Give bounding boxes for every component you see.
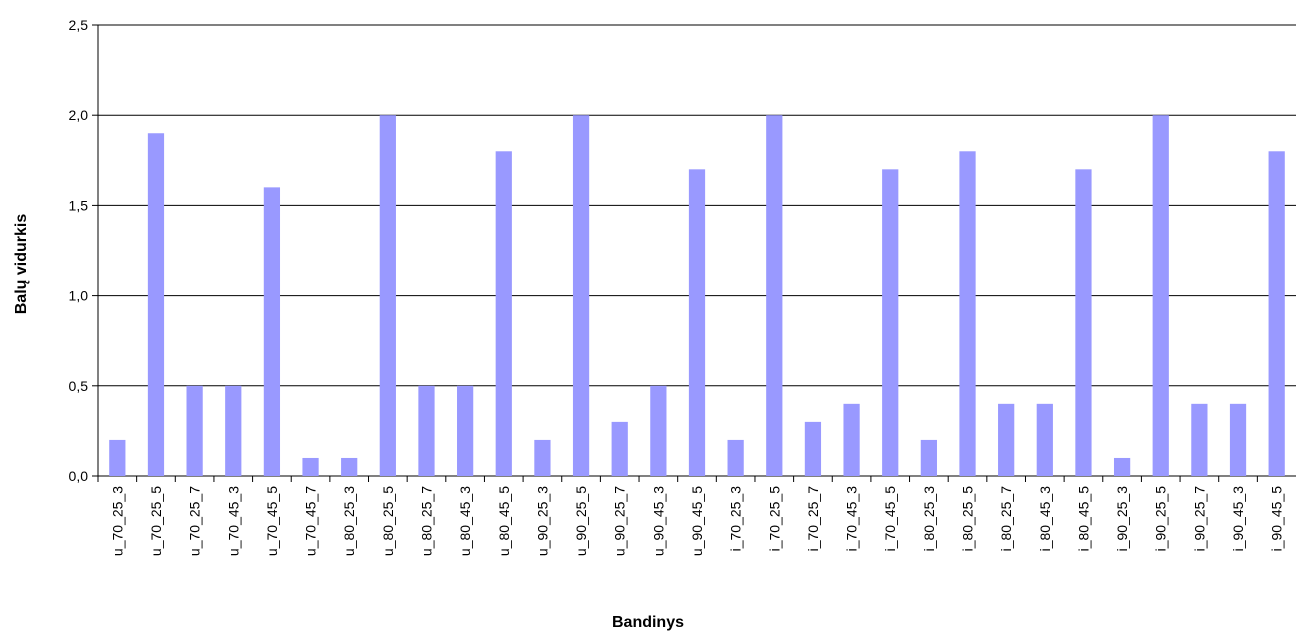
x-tick-label: i_90_25_7 xyxy=(1191,486,1207,552)
bar xyxy=(959,151,976,476)
x-tick-label: u_80_25_5 xyxy=(380,486,396,556)
bar xyxy=(109,439,126,476)
y-tick-label: 0,5 xyxy=(69,378,89,394)
bar xyxy=(495,151,512,476)
x-tick-label: u_70_25_5 xyxy=(148,486,164,556)
x-tick-label: i_80_45_3 xyxy=(1037,486,1053,552)
x-tick-label: u_90_45_3 xyxy=(650,486,666,556)
bar xyxy=(341,457,358,476)
bar xyxy=(804,421,822,476)
bar xyxy=(1113,457,1131,476)
x-tick-label: u_80_25_3 xyxy=(341,486,357,556)
y-axis-title-wrap: Balų vidurkis xyxy=(8,114,36,414)
x-tick-label: i_70_25_5 xyxy=(766,486,782,552)
bar xyxy=(766,115,783,476)
bar xyxy=(572,115,590,476)
bar xyxy=(650,385,667,476)
bar xyxy=(418,385,435,476)
bar xyxy=(186,385,203,476)
bar xyxy=(263,187,281,477)
bar xyxy=(1036,403,1053,476)
x-tick-label: i_90_45_5 xyxy=(1269,486,1285,552)
y-tick-label: 2,5 xyxy=(69,17,89,33)
bar xyxy=(147,133,165,477)
bar xyxy=(727,439,744,476)
bar xyxy=(534,439,551,476)
x-tick-label: i_90_25_5 xyxy=(1153,486,1169,552)
bar xyxy=(611,421,628,476)
x-tick-label: u_70_45_7 xyxy=(303,486,319,556)
x-tick-label: u_70_25_3 xyxy=(109,486,125,556)
x-tick-label: u_80_25_7 xyxy=(418,486,434,556)
x-tick-label: i_70_45_5 xyxy=(882,486,898,552)
x-tick-label: u_90_25_3 xyxy=(534,486,550,556)
x-tick-label: i_80_25_3 xyxy=(921,486,937,552)
bar xyxy=(882,169,899,476)
bar xyxy=(920,439,937,476)
bar xyxy=(379,115,396,476)
x-tick-label: u_80_45_5 xyxy=(496,486,512,556)
x-tick-label: u_70_45_3 xyxy=(225,486,241,556)
x-tick-label: i_80_25_7 xyxy=(998,486,1014,552)
bar xyxy=(1229,403,1247,476)
x-tick-label: u_80_45_3 xyxy=(457,486,473,556)
y-tick-label: 1,5 xyxy=(69,197,89,213)
x-tick-label: i_90_25_3 xyxy=(1114,486,1130,552)
y-tick-label: 1,0 xyxy=(69,288,89,304)
x-tick-label: i_80_25_5 xyxy=(960,486,976,552)
bar xyxy=(302,457,319,476)
y-tick-label: 2,0 xyxy=(69,107,89,123)
x-tick-label: i_70_45_3 xyxy=(844,486,860,552)
bar xyxy=(1075,169,1092,476)
y-tick-label: 0,0 xyxy=(69,468,89,484)
bar xyxy=(843,403,860,476)
x-axis-title: Bandinys xyxy=(611,614,684,631)
y-axis-title: Balų vidurkis xyxy=(13,213,30,315)
bar xyxy=(688,169,706,476)
x-tick-label: i_70_25_7 xyxy=(805,486,821,552)
bar xyxy=(1268,151,1285,476)
bar xyxy=(998,403,1015,476)
bar xyxy=(1152,115,1169,476)
bar xyxy=(225,385,242,476)
x-tick-label: i_90_45_3 xyxy=(1230,486,1246,552)
x-tick-label: i_80_45_5 xyxy=(1075,486,1091,552)
bar xyxy=(1191,403,1208,476)
x-tick-label: u_90_45_5 xyxy=(689,486,705,556)
x-tick-label: u_90_25_5 xyxy=(573,486,589,556)
x-tick-label: u_70_25_7 xyxy=(187,486,203,556)
x-tick-label: u_70_45_5 xyxy=(264,486,280,556)
bar xyxy=(457,385,474,476)
x-tick-label: u_90_25_7 xyxy=(612,486,628,556)
x-tick-label: i_70_25_3 xyxy=(728,486,744,552)
